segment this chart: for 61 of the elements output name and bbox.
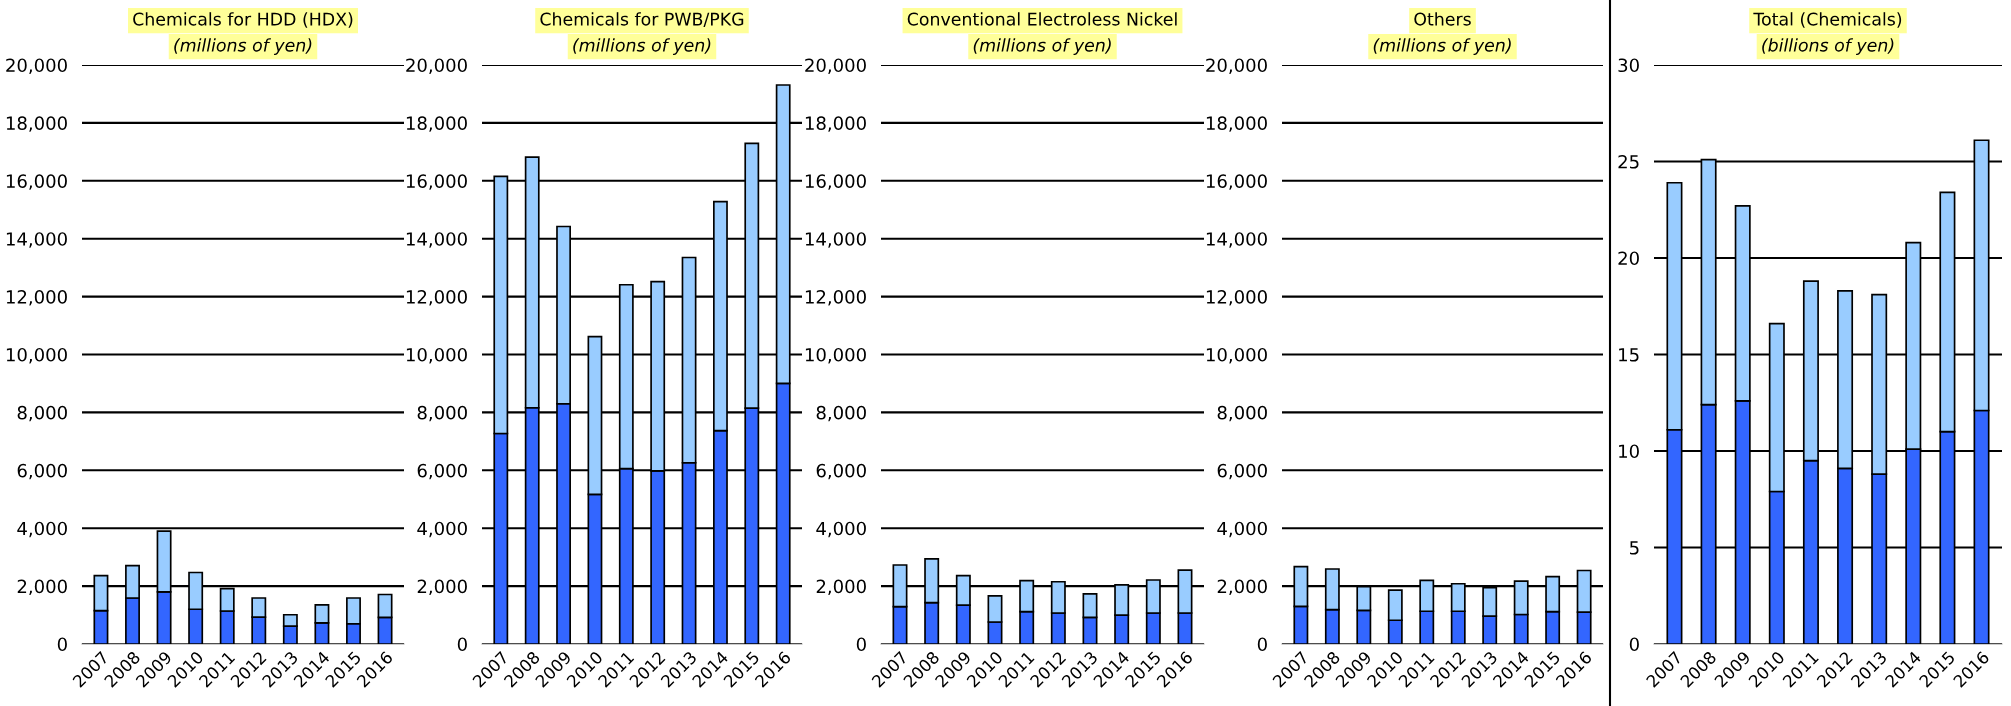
y-tick-label: 10,000: [6, 347, 67, 364]
y-tick-label: 20: [1618, 251, 1639, 266]
y-tick-label: 25: [1618, 154, 1639, 169]
y-tick-label: 14,000: [6, 232, 67, 248]
y-tick-label: 0: [1629, 637, 1639, 652]
chart-subtitle: (millions of yen): [973, 38, 1111, 55]
chart-title: Chemicals for PWB/PKG: [540, 12, 744, 27]
y-tick-label: 8,000: [17, 405, 67, 422]
y-tick-label: 20,000: [805, 58, 866, 74]
y-tick-label: 0: [57, 637, 67, 652]
y-tick-label: 15: [1619, 348, 1639, 362]
y-tick-label: 18,000: [6, 116, 67, 132]
y-tick-label: 2,000: [1217, 579, 1267, 596]
chart-title: Conventional Electroless Nickel: [907, 12, 1177, 26]
y-tick-label: 0: [457, 637, 467, 652]
y-tick-label: 16,000: [1206, 174, 1267, 190]
y-tick-label: 8,000: [417, 405, 467, 422]
y-tick-label: 18,000: [805, 116, 866, 132]
y-tick-label: 0: [856, 637, 866, 652]
y-tick-label: 20,000: [406, 58, 467, 74]
y-tick-label: 18,000: [1206, 116, 1267, 132]
chart-title: Chemicals for HDD (HDX): [133, 12, 353, 28]
y-tick-label: 6,000: [1217, 463, 1267, 480]
y-tick-label: 12,000: [6, 290, 67, 306]
y-tick-label: 12,000: [1206, 290, 1267, 306]
y-tick-label: 4,000: [816, 521, 866, 538]
y-tick-label: 0: [1257, 637, 1267, 652]
y-tick-label: 14,000: [805, 232, 866, 248]
chart-subtitle: (millions of yen): [573, 38, 711, 55]
y-tick-label: 5: [1630, 541, 1639, 555]
y-tick-label: 6,000: [17, 463, 67, 480]
chart-subtitle: (millions of yen): [174, 38, 312, 55]
y-tick-label: 16,000: [805, 174, 866, 190]
y-tick-label: 14,000: [406, 232, 467, 248]
y-tick-label: 16,000: [6, 174, 67, 190]
y-tick-label: 2,000: [17, 579, 67, 596]
y-tick-label: 6,000: [417, 463, 467, 480]
y-tick-label: 4,000: [417, 521, 467, 538]
y-tick-label: 10,000: [406, 347, 467, 364]
y-tick-label: 4,000: [17, 521, 67, 538]
y-tick-label: 12,000: [805, 290, 866, 306]
y-tick-label: 2,000: [816, 579, 866, 596]
y-tick-label: 10,000: [805, 347, 866, 364]
y-tick-label: 16,000: [406, 174, 467, 190]
y-tick-label: 2,000: [417, 579, 467, 596]
chart-title: Others: [1414, 12, 1471, 26]
y-tick-label: 18,000: [406, 116, 467, 132]
y-tick-label: 4,000: [1217, 521, 1267, 538]
chart-subtitle: (millions of yen): [1373, 38, 1511, 55]
y-tick-label: 20,000: [1206, 58, 1267, 74]
chart-subtitle: (billions of yen): [1762, 38, 1894, 55]
y-tick-label: 20,000: [6, 58, 67, 74]
y-tick-label: 6,000: [816, 463, 866, 480]
y-tick-label: 12,000: [406, 290, 467, 306]
y-tick-label: 8,000: [1217, 405, 1267, 422]
y-tick-label: 10,000: [1206, 347, 1267, 364]
y-tick-label: 30: [1618, 58, 1639, 73]
y-tick-label: 8,000: [816, 405, 866, 422]
y-tick-label: 10: [1619, 444, 1639, 459]
y-tick-label: 14,000: [1206, 232, 1267, 248]
chart-title: Total (Chemicals): [1753, 12, 1902, 28]
